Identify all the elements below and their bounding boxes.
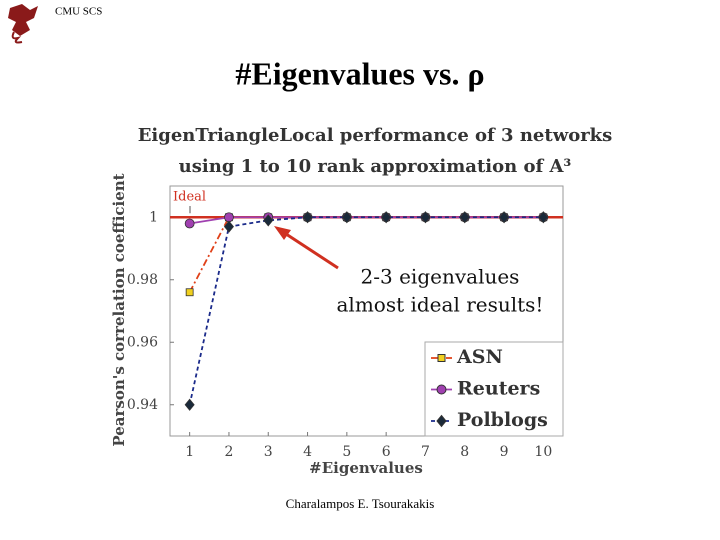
x-tick-label: 8 — [460, 444, 469, 460]
y-tick-label: 1 — [149, 209, 158, 225]
marker — [381, 211, 392, 224]
slide-title: #Eigenvalues vs. ρ — [235, 55, 484, 91]
series-line — [189, 216, 544, 225]
marker — [184, 398, 195, 411]
footer: Charalampos E. Tsourakakis — [286, 496, 435, 511]
legend-label: Polblogs — [457, 409, 548, 431]
header: CMU SCS — [55, 6, 102, 18]
annotation-arrow — [274, 226, 339, 270]
marker — [302, 211, 313, 224]
x-tick-label: 6 — [382, 444, 391, 460]
marker — [459, 211, 470, 224]
marker — [420, 211, 431, 224]
marker — [185, 288, 194, 297]
y-axis-title: Pearson's correlation coefficient — [110, 173, 128, 446]
legend-label: ASN — [456, 346, 503, 368]
x-tick-label: 9 — [500, 444, 509, 460]
marker — [538, 211, 549, 224]
x-tick-label: 3 — [264, 444, 273, 460]
marker — [263, 214, 274, 227]
chart-title: using 1 to 10 rank approximation of A³ — [179, 156, 572, 177]
y-tick-label: 0.94 — [127, 397, 158, 413]
legend-marker — [436, 414, 447, 428]
marker — [224, 212, 234, 223]
y-tick-label: 0.96 — [127, 334, 158, 350]
marker — [499, 211, 510, 224]
logo — [8, 4, 38, 44]
x-axis-title: #Eigenvalues — [309, 459, 423, 477]
annotation: almost ideal results! — [337, 293, 544, 317]
marker — [341, 211, 352, 224]
marker — [223, 220, 234, 233]
ideal-label: Ideal — [173, 190, 206, 205]
x-tick-label: 5 — [342, 444, 351, 460]
y-tick-label: 0.98 — [127, 272, 158, 288]
x-tick-label: 7 — [421, 444, 430, 460]
x-tick-label: 2 — [224, 444, 233, 460]
x-tick-label: 10 — [534, 444, 552, 460]
x-tick-label: 4 — [303, 444, 312, 460]
chart-title: EigenTriangleLocal performance of 3 netw… — [138, 125, 613, 146]
legend-marker — [437, 354, 446, 362]
annotation: 2-3 eigenvalues — [361, 265, 520, 289]
legend-marker — [436, 384, 447, 395]
x-tick-label: 1 — [185, 444, 194, 460]
legend-label: Reuters — [457, 378, 540, 400]
marker — [184, 218, 195, 229]
